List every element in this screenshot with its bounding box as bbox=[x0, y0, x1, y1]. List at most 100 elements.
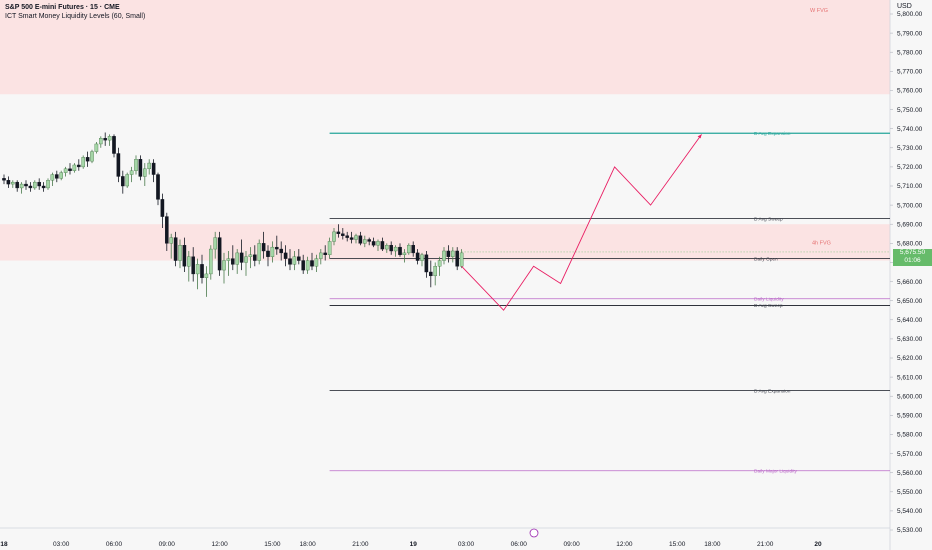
candle bbox=[415, 252, 420, 261]
candle bbox=[257, 243, 262, 261]
candle bbox=[354, 235, 358, 240]
candle bbox=[402, 252, 407, 255]
candle bbox=[55, 174, 59, 179]
candle bbox=[327, 241, 332, 256]
candle bbox=[239, 252, 244, 263]
candle bbox=[81, 157, 85, 168]
time-tick-label: 12:00 bbox=[211, 541, 228, 548]
candle bbox=[134, 159, 138, 171]
time-tick-label: 06:00 bbox=[511, 541, 528, 548]
candle bbox=[10, 181, 15, 185]
price-tick-label: 5,610.00 bbox=[897, 374, 923, 381]
candle bbox=[301, 260, 306, 271]
price-tick-label: 5,600.00 bbox=[897, 393, 923, 400]
level-label: D Avg Expansion bbox=[754, 388, 791, 394]
level-label: Daily Major Liquidity bbox=[754, 469, 798, 475]
candle bbox=[380, 241, 385, 250]
candle bbox=[15, 181, 20, 189]
candle bbox=[349, 237, 354, 240]
time-tick-label: 15:00 bbox=[264, 541, 281, 548]
candle bbox=[371, 241, 376, 246]
candle bbox=[451, 250, 455, 257]
candle bbox=[129, 170, 134, 175]
candle bbox=[345, 235, 350, 238]
level-label: Daily Liquidity bbox=[754, 297, 784, 303]
price-tick-label: 5,750.00 bbox=[897, 107, 923, 114]
candle bbox=[173, 237, 178, 261]
candle bbox=[191, 256, 196, 275]
candle bbox=[420, 254, 424, 261]
candle bbox=[213, 237, 218, 250]
candle bbox=[319, 252, 323, 259]
projection-path bbox=[461, 134, 702, 311]
candle bbox=[94, 143, 99, 152]
time-tick-label: 19 bbox=[410, 541, 418, 548]
candle bbox=[389, 245, 394, 252]
time-tick-label: 18:00 bbox=[299, 541, 316, 548]
price-tick-label: 5,770.00 bbox=[897, 69, 923, 76]
time-tick-label: 03:00 bbox=[458, 541, 475, 548]
time-tick-label: 18:00 bbox=[704, 541, 721, 548]
candle bbox=[33, 181, 37, 189]
fvg-label: 4h FVG bbox=[812, 240, 831, 246]
candle bbox=[279, 248, 284, 254]
time-tick-label: 12:00 bbox=[616, 541, 633, 548]
candle bbox=[59, 172, 63, 179]
price-tick-label: 5,540.00 bbox=[897, 508, 923, 515]
candle bbox=[103, 138, 107, 141]
candle bbox=[63, 168, 68, 173]
candle bbox=[182, 245, 187, 267]
currency-label[interactable]: USD bbox=[897, 3, 912, 10]
current-price-tag: 5,675.50 01:06 bbox=[893, 249, 932, 266]
time-tick-label: 09:00 bbox=[563, 541, 580, 548]
candle bbox=[90, 151, 94, 162]
candle bbox=[19, 183, 24, 189]
candle bbox=[442, 250, 446, 261]
candle bbox=[120, 176, 125, 187]
symbol-title[interactable]: S&P 500 E-mini Futures · 15 · CME bbox=[5, 4, 120, 11]
time-tick-label: 06:00 bbox=[106, 541, 123, 548]
price-tick-label: 5,790.00 bbox=[897, 30, 923, 37]
level-label: D Avg Expansion bbox=[754, 131, 791, 137]
candle bbox=[217, 237, 222, 271]
candle bbox=[37, 181, 41, 187]
candle bbox=[398, 246, 402, 255]
price-tick-label: 5,580.00 bbox=[897, 432, 923, 439]
price-tick-label: 5,760.00 bbox=[897, 88, 923, 95]
candle bbox=[248, 254, 253, 257]
candle bbox=[288, 258, 292, 265]
session-marker-icon[interactable] bbox=[529, 528, 539, 538]
candle bbox=[459, 252, 464, 267]
candle bbox=[107, 136, 112, 141]
candle bbox=[230, 258, 235, 265]
candle bbox=[446, 250, 451, 257]
time-tick-label: 21:00 bbox=[757, 541, 774, 548]
candle bbox=[186, 256, 191, 267]
candle bbox=[28, 185, 33, 189]
price-tick-label: 5,620.00 bbox=[897, 355, 923, 362]
candle bbox=[367, 239, 372, 242]
indicator-title[interactable]: ICT Smart Money Liquidity Levels (60, Sm… bbox=[5, 13, 146, 20]
candle bbox=[393, 246, 398, 252]
candle bbox=[76, 164, 81, 168]
price-tick-label: 5,700.00 bbox=[897, 202, 923, 209]
candle bbox=[437, 260, 442, 267]
candle bbox=[68, 168, 72, 171]
candle bbox=[200, 264, 204, 278]
fvg-zone bbox=[0, 0, 890, 95]
price-tick-label: 5,650.00 bbox=[897, 298, 923, 305]
time-tick-label: 20 bbox=[814, 541, 822, 548]
candle bbox=[252, 254, 257, 261]
price-tick-label: 5,730.00 bbox=[897, 145, 923, 152]
time-tick-label: 21:00 bbox=[352, 541, 369, 548]
fvg-label: W FVG bbox=[810, 8, 828, 14]
bar-countdown: 01:06 bbox=[904, 257, 921, 264]
price-tick-label: 5,560.00 bbox=[897, 470, 923, 477]
candle bbox=[112, 136, 116, 154]
price-tick-label: 5,660.00 bbox=[897, 279, 923, 286]
time-tick-label: 18 bbox=[0, 541, 8, 548]
candle bbox=[266, 250, 270, 257]
candle bbox=[195, 264, 200, 275]
